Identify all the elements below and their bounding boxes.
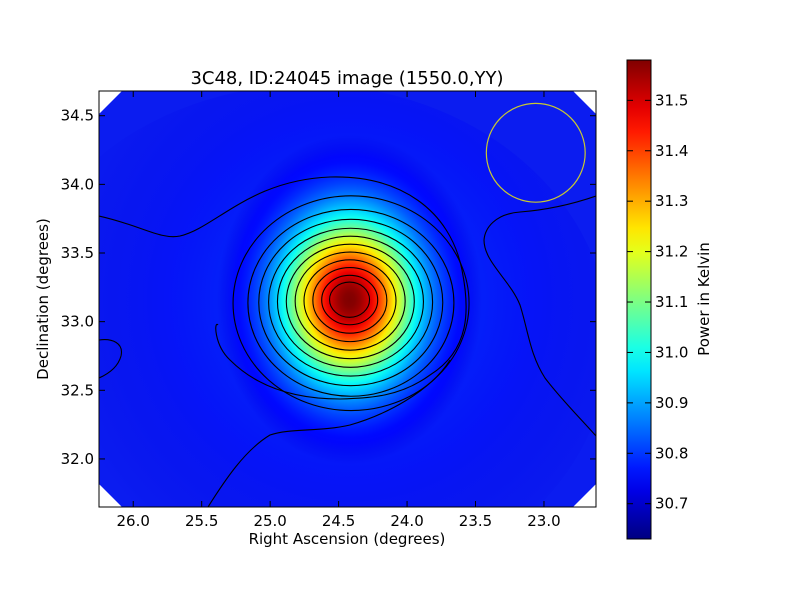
contour-line	[99, 176, 467, 400]
colorbar-tick-label: 31.5	[655, 91, 688, 109]
colorbar-tick-label: 31.1	[655, 293, 688, 311]
x-tick-label: 25.0	[253, 512, 286, 530]
contour-ring	[303, 259, 397, 343]
y-tick-label: 33.0	[61, 313, 94, 331]
y-tick-label: 34.5	[61, 107, 94, 125]
x-tick-label: 24.5	[322, 512, 355, 530]
plot-area	[99, 91, 596, 507]
colorbar-tick-label: 31.3	[655, 192, 688, 210]
x-tick-label: 26.0	[117, 512, 150, 530]
contour-ring	[321, 274, 379, 326]
colorbar-ticks: 30.7 30.8 30.9 31.0 31.1 31.2 31.3 31.4 31.5	[627, 91, 688, 513]
x-tick-label: 25.5	[185, 512, 218, 530]
x-axis: 26.0 25.5 25.0 24.5 24.0 23.5 23.0	[117, 91, 561, 530]
colorbar-tick-label: 31.2	[655, 243, 688, 261]
contour-line	[99, 339, 122, 379]
y-axis-label: Declination (degrees)	[34, 218, 52, 380]
colorbar-label: Power in Kelvin	[695, 242, 713, 356]
y-tick-label: 32.5	[61, 381, 94, 399]
image-corners	[99, 91, 596, 507]
beam-circle	[485, 102, 586, 203]
colorbar-tick-label: 31.0	[655, 343, 688, 361]
chart-title: 3C48, ID:24045 image (1550.0,YY)	[190, 68, 503, 89]
contour-ring	[276, 235, 425, 368]
contour-ring	[285, 243, 415, 360]
source-emission	[201, 134, 498, 465]
y-tick-label: 33.5	[61, 244, 94, 262]
colorbar-tick-label: 31.4	[655, 142, 688, 160]
x-axis-label: Right Ascension (degrees)	[249, 530, 446, 548]
contour-ring	[329, 281, 371, 318]
contour-ring	[268, 227, 434, 377]
contour-lines	[99, 176, 596, 507]
colorbar-tick-label: 30.9	[655, 394, 688, 412]
colorbar-tick-label: 30.8	[655, 444, 688, 462]
y-axis: 32.0 32.5 33.0 33.5 34.0 34.5	[61, 107, 596, 468]
x-tick-label: 24.0	[390, 512, 423, 530]
contour-ring	[312, 267, 388, 334]
contour-line	[207, 359, 451, 507]
x-tick-label: 23.5	[459, 512, 492, 530]
y-tick-label: 34.0	[61, 175, 94, 193]
contour-ring	[294, 251, 406, 351]
colorbar-tick-label: 30.7	[655, 495, 688, 513]
plot-frame	[98, 90, 597, 508]
contour-line	[483, 195, 596, 437]
contour-ring	[258, 218, 444, 387]
y-tick-label: 32.0	[61, 450, 94, 468]
contour-ring	[247, 208, 455, 397]
colorbar	[626, 59, 652, 540]
x-tick-label: 23.0	[527, 512, 560, 530]
contour-ring	[232, 195, 470, 412]
